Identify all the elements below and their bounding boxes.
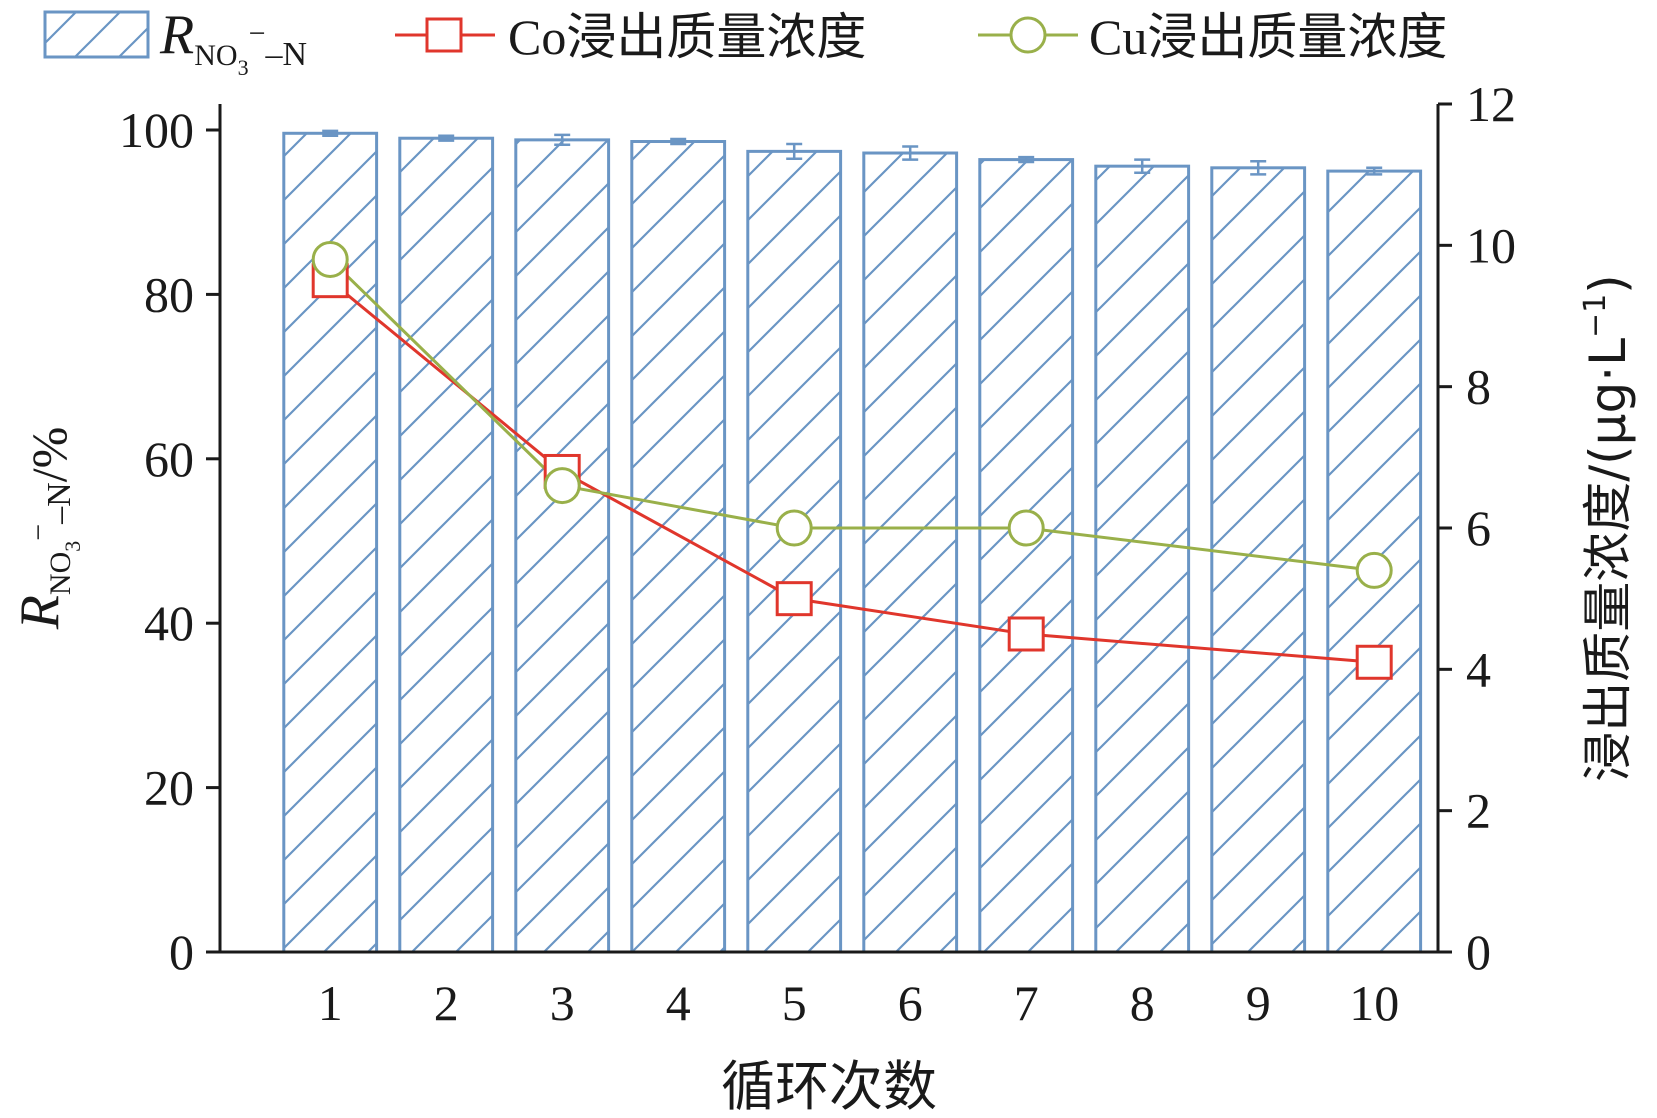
error-bar-1 xyxy=(322,129,339,138)
error-bar-7 xyxy=(1018,155,1035,164)
bar-2 xyxy=(398,136,495,954)
right-tick-label: 6 xyxy=(1466,500,1491,556)
bar-3 xyxy=(514,138,611,954)
bar-7 xyxy=(978,158,1075,954)
error-bar-2 xyxy=(438,134,455,142)
error-bar-8 xyxy=(1134,158,1151,174)
point-co-7 xyxy=(1007,616,1045,652)
point-cu-5 xyxy=(775,509,813,547)
legend-bar-swatch xyxy=(43,10,150,59)
right-tick-label: 4 xyxy=(1466,641,1491,697)
right-tick-label: 2 xyxy=(1466,783,1491,839)
x-tick-labels: 1 2 3 4 5 6 7 8 9 10 xyxy=(318,975,1399,1031)
left-ticks: 0 20 40 60 80 100 xyxy=(119,102,220,980)
error-bar-3 xyxy=(554,133,571,147)
legend-cu: Cu浸出质量浓度 xyxy=(978,9,1447,65)
right-axis-title: 浸出质量浓度/(μg·L−1) xyxy=(1578,274,1637,781)
right-tick-label: 12 xyxy=(1466,76,1516,132)
error-bars xyxy=(322,129,1383,176)
left-tick-label: 20 xyxy=(144,760,194,816)
left-tick-label: 60 xyxy=(144,431,194,487)
bar-4 xyxy=(630,140,727,954)
x-tick-label: 10 xyxy=(1349,975,1399,1031)
x-tick-label: 5 xyxy=(782,975,807,1031)
right-ticks: 0 2 4 6 8 10 12 xyxy=(1438,76,1516,980)
x-axis-title: 循环次数 xyxy=(721,1055,937,1118)
legend-bar-label: RNO3−–N xyxy=(159,4,307,80)
point-co-10 xyxy=(1355,644,1393,680)
legend-co-marker xyxy=(425,17,463,53)
x-tick-label: 6 xyxy=(898,975,923,1031)
x-tick-label: 3 xyxy=(550,975,575,1031)
legend: RNO3−–N Co浸出质量浓度 Cu浸出质量浓度 xyxy=(43,4,1447,80)
point-co-5 xyxy=(775,581,813,617)
x-tick-label: 7 xyxy=(1014,975,1039,1031)
left-axis-title: RNO3−–N/% xyxy=(9,427,85,631)
bars xyxy=(282,131,1423,954)
legend-co-label: Co浸出质量浓度 xyxy=(508,9,866,65)
left-tick-label: 0 xyxy=(169,924,194,980)
point-cu-3 xyxy=(543,467,581,505)
x-tick-label: 4 xyxy=(666,975,691,1031)
error-bar-4 xyxy=(670,137,687,146)
point-cu-10 xyxy=(1355,551,1393,589)
right-tick-label: 0 xyxy=(1466,924,1491,980)
x-tick-label: 9 xyxy=(1246,975,1271,1031)
error-bar-10 xyxy=(1366,166,1383,176)
legend-co: Co浸出质量浓度 xyxy=(395,9,866,65)
bar-5 xyxy=(746,149,843,954)
series-markers xyxy=(311,240,1393,680)
left-tick-label: 80 xyxy=(144,266,194,322)
left-tick-label: 100 xyxy=(119,102,194,158)
x-tick-label: 1 xyxy=(318,975,343,1031)
bar-6 xyxy=(862,151,959,954)
x-tick-label: 8 xyxy=(1130,975,1155,1031)
legend-cu-label: Cu浸出质量浓度 xyxy=(1089,9,1447,65)
error-bar-5 xyxy=(786,142,803,161)
right-tick-label: 8 xyxy=(1466,359,1491,415)
legend-cu-marker xyxy=(1009,16,1047,54)
right-tick-label: 10 xyxy=(1466,217,1516,273)
left-tick-label: 40 xyxy=(144,595,194,651)
point-cu-1 xyxy=(311,240,349,278)
error-bar-6 xyxy=(902,145,919,161)
error-bar-9 xyxy=(1250,159,1267,176)
bar-8 xyxy=(1094,164,1191,954)
point-cu-7 xyxy=(1007,509,1045,547)
x-tick-label: 2 xyxy=(434,975,459,1031)
